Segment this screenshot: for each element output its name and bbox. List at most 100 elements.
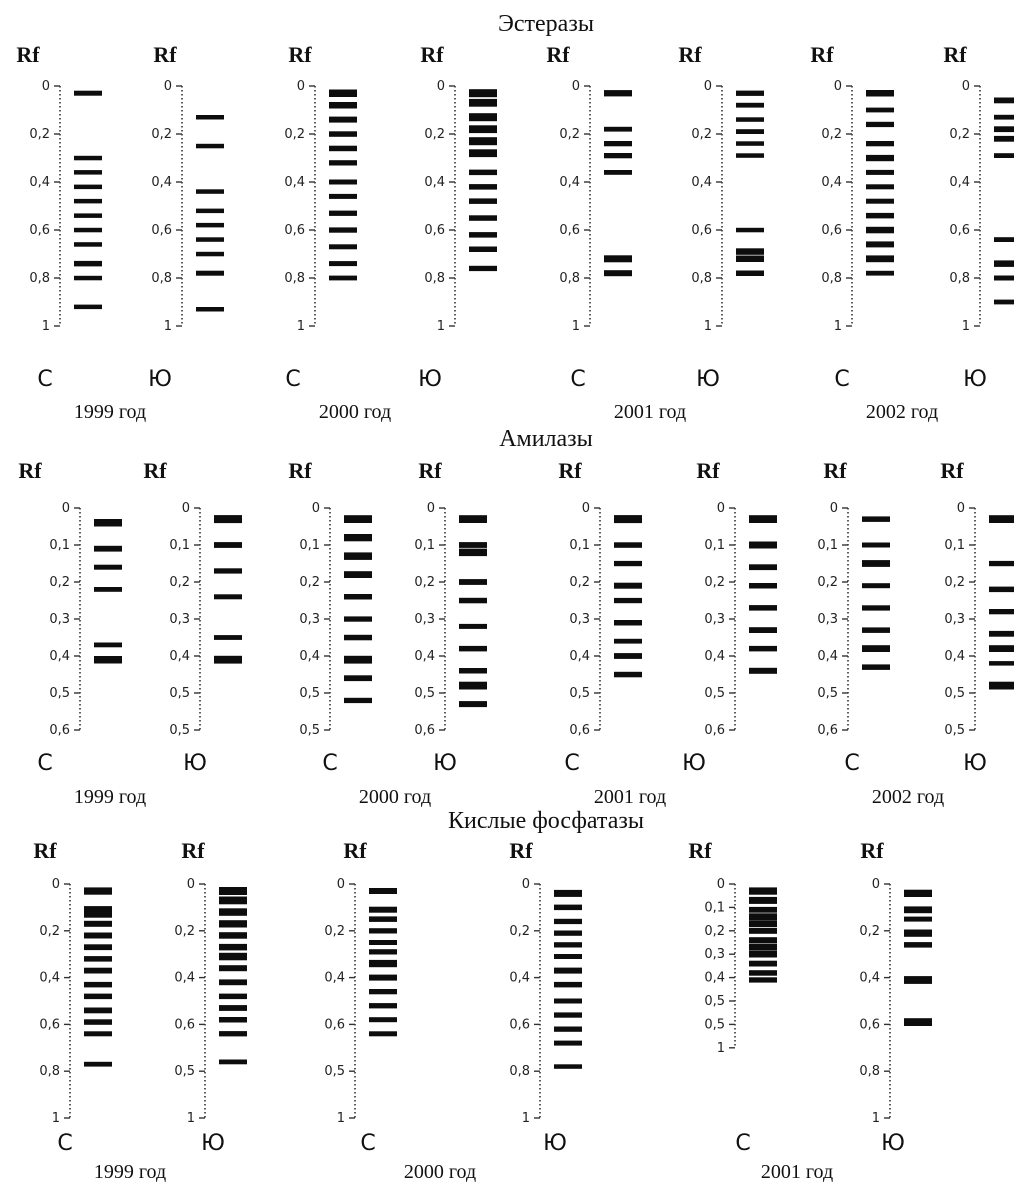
gel-band [369,949,397,955]
tick-label: 0,4 [859,971,880,986]
gel-band [994,275,1014,281]
tick-label: 0 [297,79,305,94]
tick-label: 0,2 [691,127,712,142]
population-label: Ю [881,1131,905,1156]
tick-label: 0 [187,877,195,892]
gel-band [214,568,242,574]
gel-band [989,681,1014,690]
tick-label: 0 [830,501,838,516]
tick-label: 0,8 [424,271,445,286]
gel-band [994,299,1014,305]
population-label: Ю [963,751,987,776]
year-label: 2001 год [761,1161,833,1183]
gel-band [94,587,122,592]
gel-band [84,944,112,951]
population-label: С [844,751,859,776]
section-title: Амилазы [499,426,593,452]
tick-label: 0,2 [29,127,50,142]
gel-band [329,131,357,137]
gel-band [196,222,224,228]
gel-panel: Rf 0 0,2 0,4 0,6 0,8 1Ю [509,838,582,1156]
tick-label: 0,5 [944,686,965,701]
tick-label: 0,5 [704,994,725,1009]
tick-label: 0 [42,79,50,94]
tick-label: 0,6 [691,223,712,238]
gel-band [369,906,397,913]
tick-label: 0,4 [424,175,445,190]
tick-label: 0 [312,501,320,516]
gel-band [749,541,777,549]
gel-band [94,564,122,570]
tick-label: 0,2 [859,924,880,939]
gel-band [74,184,102,190]
tick-label: 0,6 [424,223,445,238]
gel-band [604,270,632,277]
gel-band [866,121,894,128]
gel-band [459,597,487,604]
gel-band [84,967,112,974]
gel-band [866,212,894,219]
tick-label: 0 [962,79,970,94]
tick-label: 0,2 [704,575,725,590]
tick-label: 0 [957,501,965,516]
year-label: 2001 год [594,786,666,808]
gel-band [219,952,247,961]
tick-label: 0,3 [299,612,320,627]
gel-band [614,515,642,524]
gel-band [469,113,497,122]
gel-band [74,90,102,96]
tick-label: 0 [337,877,345,892]
tick-label: 0,6 [49,723,70,738]
gel-band [866,90,894,97]
tick-label: 0,4 [49,649,70,664]
tick-label: 0,5 [324,1064,345,1079]
section-amylases: Амилазы Rf 0 0,1 0,2 0,3 0,4 0,5 0,6 С Rf 0 0,1 0,2 0… [18,426,1014,808]
tick-label: 0,4 [29,175,50,190]
rf-label: Rf [153,42,177,67]
tick-label: 1 [704,319,712,334]
gel-band [329,160,357,166]
population-label: Ю [696,367,720,392]
gel-band [196,307,224,312]
gel-band [749,627,777,633]
gel-band [469,137,497,146]
gel-band [862,605,890,611]
population-label: С [285,367,300,392]
gel-band [866,107,894,113]
gel-band [862,664,890,670]
gel-panel: Rf0 0,2 0,4 0,6 0,8 1 С [16,42,102,392]
tick-label: 0,1 [169,538,190,553]
tick-label: 0 [427,501,435,516]
gel-band [736,90,764,96]
tick-label: 0,2 [174,924,195,939]
gel-band [866,198,894,204]
tick-label: 0,2 [509,924,530,939]
gel-band [736,248,764,255]
gel-band [749,515,777,523]
population-label: С [564,751,579,776]
rf-label: Rf [558,458,582,483]
gel-band [196,208,224,214]
gel-panel: Rf 0 0,2 0,4 0,6 0,5 1Ю [174,838,247,1156]
gel-band [469,184,497,190]
gel-band [329,227,357,233]
gel-band [749,906,777,913]
gel-band [84,1061,112,1067]
gel-panel: Rf0 0,2 0,4 0,6 0,8 1 С [546,42,632,392]
gel-band [866,141,894,147]
tick-label: 0,6 [559,223,580,238]
tick-label: 0,4 [704,649,725,664]
gel-panel: Rf 0 0,1 0,2 0,3 0,4 0,5 0,5 1 С [688,838,777,1156]
gel-band [866,154,894,162]
tick-label: 0,6 [569,723,590,738]
gel-band [469,89,497,98]
gel-band [989,645,1014,652]
population-label: Ю [201,1131,225,1156]
gel-band [994,135,1014,142]
rf-label: Rf [16,42,40,67]
rf-label: Rf [143,458,167,483]
gel-band [369,888,397,894]
tick-label: 0,8 [949,271,970,286]
tick-label: 0,4 [151,175,172,190]
gel-band [749,583,777,589]
